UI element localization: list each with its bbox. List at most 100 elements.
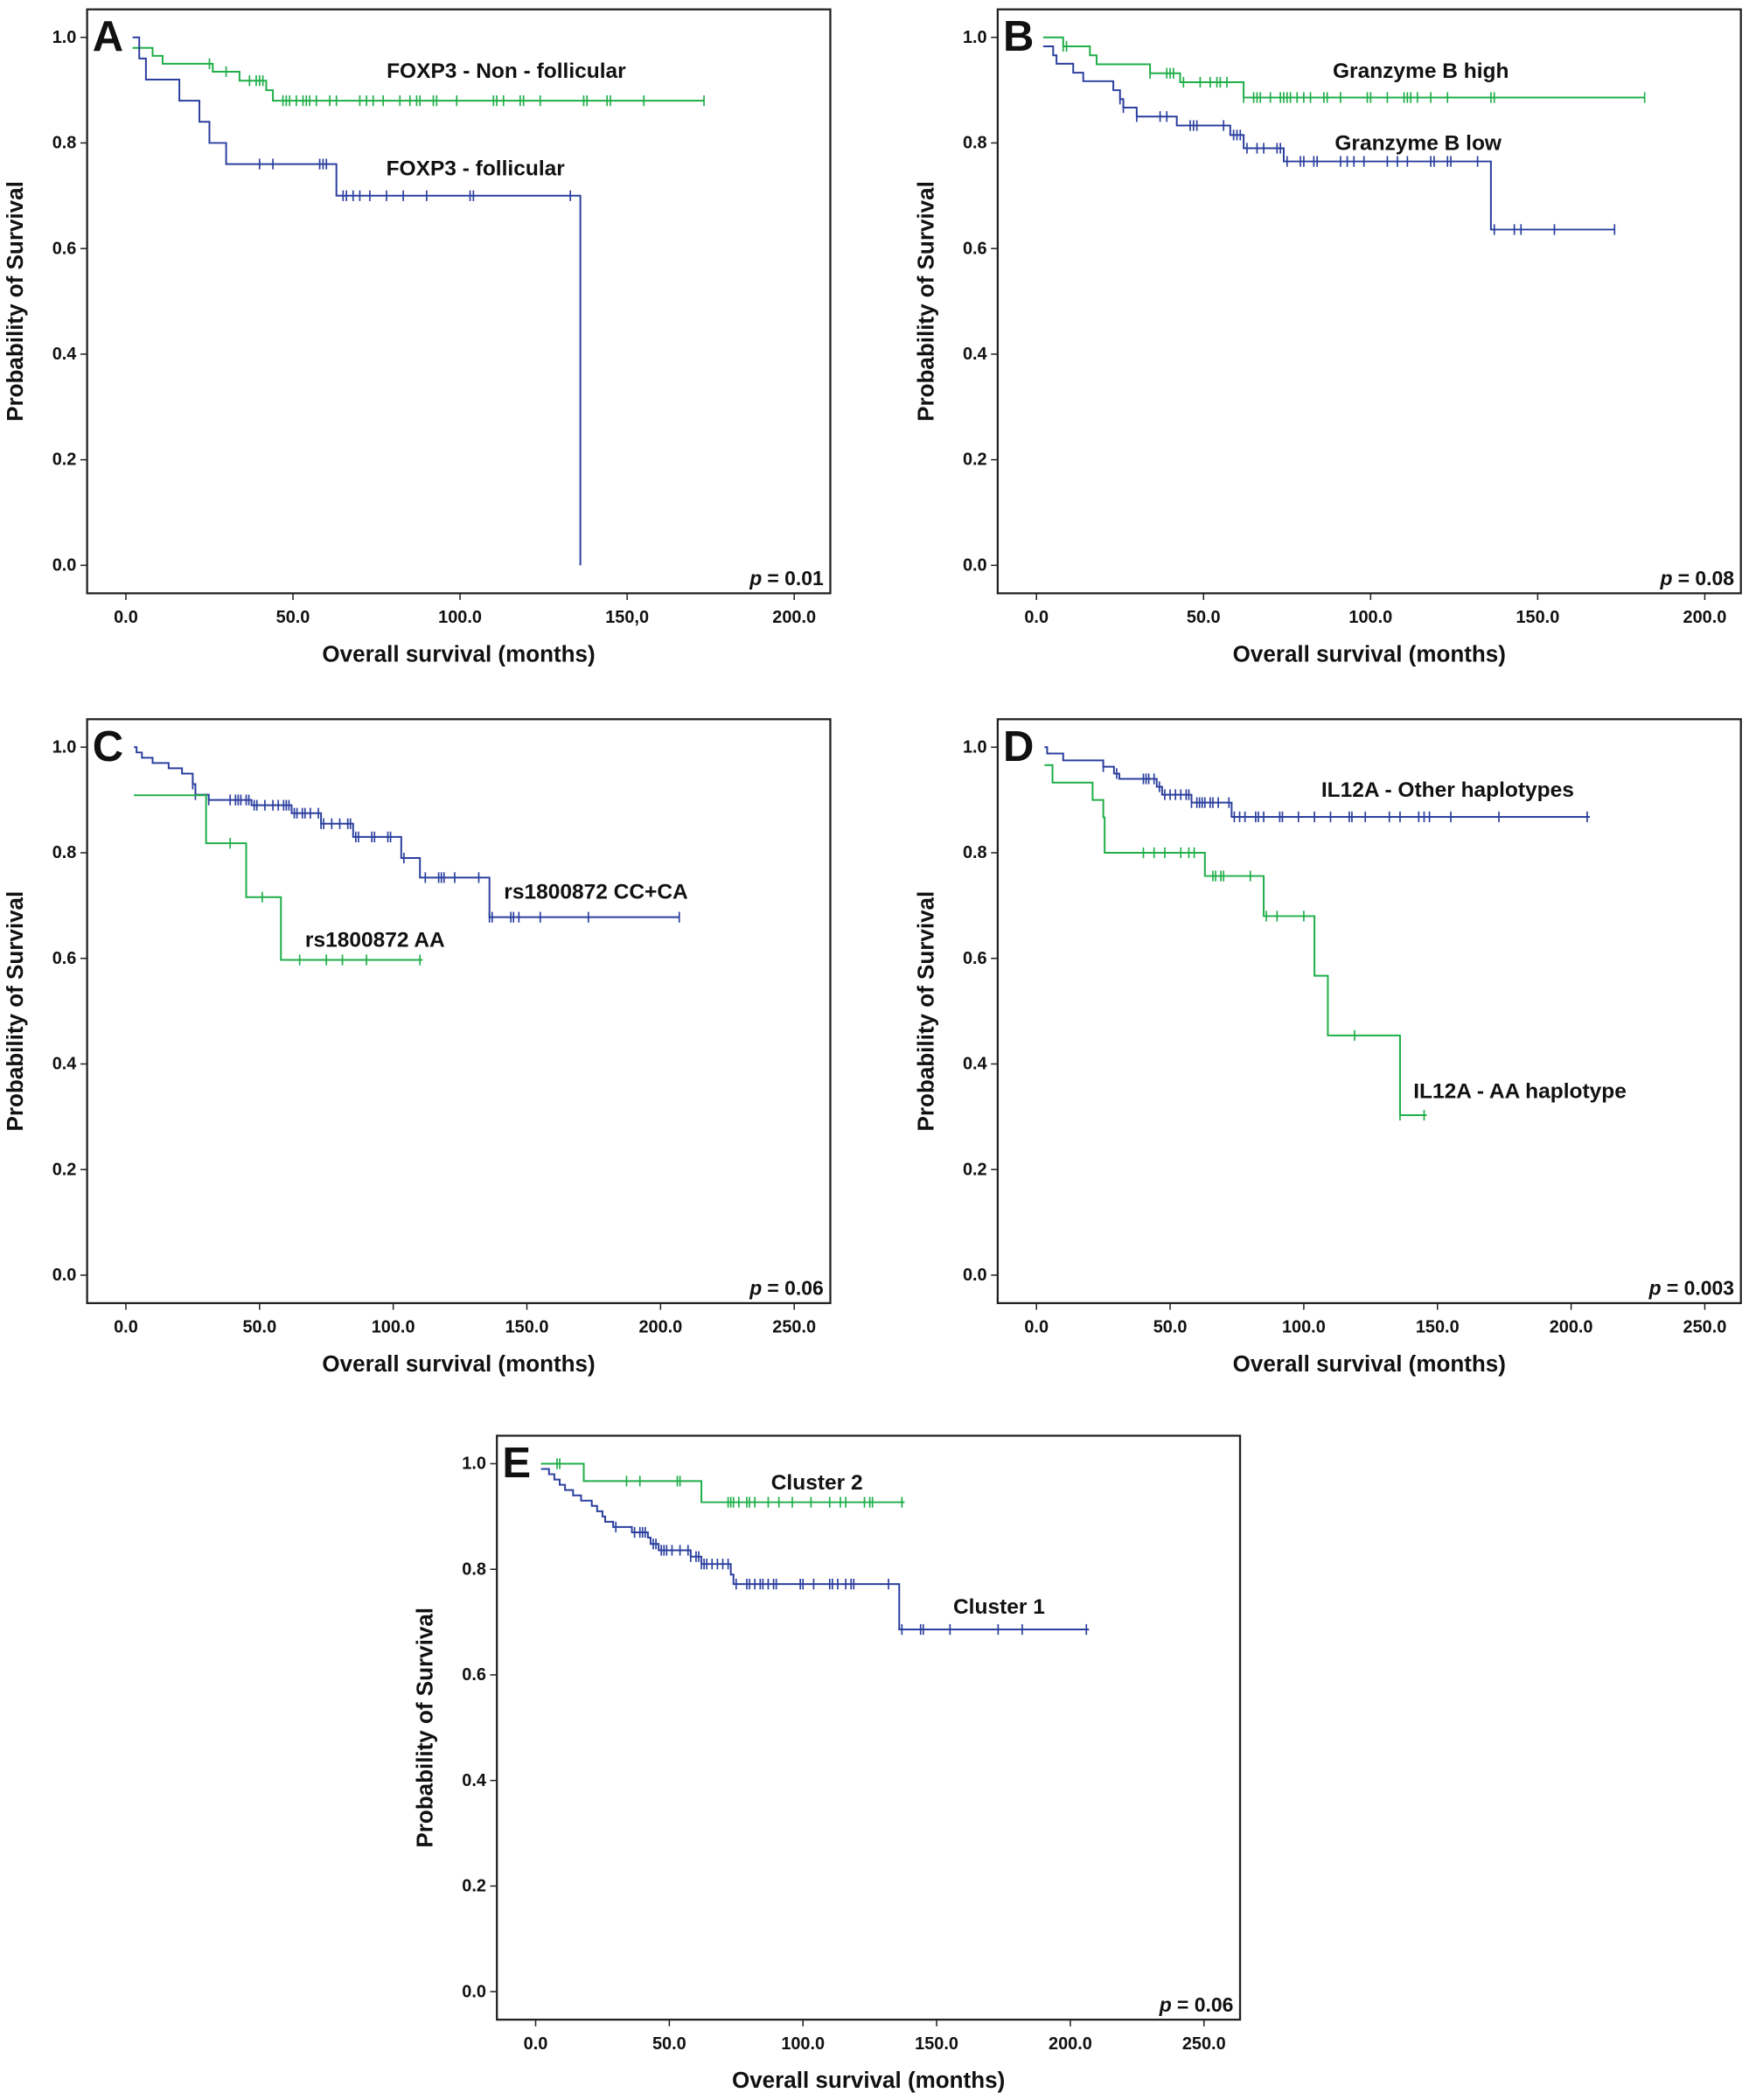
x-tick-label: 0.0 [1024,1318,1049,1337]
plot-frame [996,8,1742,595]
y-tick-label: 0.4 [963,1055,987,1074]
x-tick-label: 100.0 [438,608,482,627]
x-tick-label: 100.0 [372,1318,415,1337]
plot-frame [86,718,832,1305]
panel-C: 0.0 0.2 0.4 0.6 0.8 1.0 0.0 50.0 100.0 150.0 200.0… [2,718,832,1377]
x-tick-label: 150.0 [915,2034,958,2054]
p-value-number: = 0.08 [1678,567,1735,590]
y-tick-label: 0.6 [462,1665,486,1685]
x-tick-label: 0.0 [114,1318,138,1337]
p-value: p = 0.06 [749,1277,824,1300]
y-tick-label: 0.2 [52,1160,77,1179]
y-tick-label: 0.2 [52,450,77,470]
x-tick-label: 100.0 [1348,608,1392,627]
y-tick-label: 0.0 [963,1266,987,1285]
y-tick-label: 0.6 [963,949,987,968]
y-axis-label: Probability of Survival [2,181,28,422]
y-tick-label: 0.2 [963,1160,987,1179]
x-tick-label: 200.0 [1550,1318,1593,1337]
y-tick-label: 0.4 [963,345,987,364]
plot-frame [496,1434,1242,2021]
p-value-number: = 0.06 [767,1277,823,1300]
p-value: p = 0.08 [1659,567,1734,590]
y-tick-label: 0.4 [52,345,77,364]
p-value-number: = 0.06 [1177,1993,1233,2016]
y-tick-label: 0.6 [52,949,77,968]
x-axis-label: Overall survival (months) [322,1350,595,1377]
x-axis-label: Overall survival (months) [1233,640,1506,666]
p-value: p = 0.06 [1159,1993,1234,2016]
series-label: Granzyme B high [1333,59,1509,83]
x-axis-label: Overall survival (months) [1233,1350,1506,1377]
panel-letter: C [93,723,123,771]
y-tick-label: 0.4 [462,1771,486,1790]
series-label: rs1800872 CC+CA [504,880,688,903]
panel-B: 0.0 0.2 0.4 0.6 0.8 1.0 0.0 50.0 100.0 150.0 200.0… [912,8,1742,666]
series-label: IL12A - Other haplotypes [1321,778,1574,802]
panel-letter: A [93,13,123,60]
survival-curve-green [1042,36,1645,99]
x-tick-label: 50.0 [1153,1318,1188,1337]
y-tick-label: 0.8 [52,843,77,862]
y-tick-label: 1.0 [52,28,77,47]
panel-letter: E [502,1440,531,1487]
y-axis-label: Probability of Survival [912,891,938,1132]
x-tick-label: 150.0 [1416,1318,1460,1337]
x-tick-label: 150.0 [505,1318,549,1337]
y-axis-label: Probability of Survival [412,1608,438,1848]
x-tick-label: 0.0 [114,608,138,627]
panel-A: 0.0 0.2 0.4 0.6 0.8 1.0 0.0 50.0 100.0 150,0 200.0… [2,8,832,666]
y-axis-label: Probability of Survival [2,891,28,1132]
y-tick-label: 0.6 [963,239,987,258]
x-tick-label: 200.0 [1049,2034,1092,2054]
p-value-symbol: p [1648,1277,1662,1300]
survival-curve-green [1044,764,1427,1117]
panel-letter: D [1003,723,1034,771]
survival-curve-green [134,794,423,961]
x-tick-label: 100.0 [1282,1318,1326,1337]
x-axis-label: Overall survival (months) [322,640,595,666]
y-tick-label: 1.0 [52,737,77,757]
series-label: FOXP3 - Non - follicular [387,59,626,83]
x-tick-label: 50.0 [276,608,310,627]
p-value-symbol: p [1159,1993,1172,2016]
p-value-symbol: p [749,1277,762,1300]
y-tick-label: 0.0 [462,1982,486,2001]
y-tick-label: 0.2 [462,1877,486,1896]
x-tick-label: 100.0 [781,2034,825,2054]
x-tick-label: 0.0 [1024,608,1049,627]
x-tick-label: 0.0 [524,2034,548,2054]
x-tick-label: 250.0 [772,1318,816,1337]
y-tick-label: 0.0 [52,555,77,575]
y-tick-label: 0.8 [963,134,987,153]
y-tick-label: 0.6 [52,239,77,258]
y-tick-label: 0.8 [52,134,77,153]
y-tick-label: 0.0 [52,1266,77,1285]
x-axis-label: Overall survival (months) [732,2067,1005,2093]
x-tick-label: 200.0 [772,608,816,627]
panel-E: 0.0 0.2 0.4 0.6 0.8 1.0 0.0 50.0 100.0 150.0 200.0… [412,1434,1242,2093]
y-tick-label: 0.4 [52,1055,77,1074]
panel-D: 0.0 0.2 0.4 0.6 0.8 1.0 0.0 50.0 100.0 150.0 200.0… [912,718,1742,1377]
y-tick-label: 1.0 [963,737,987,757]
y-tick-label: 0.8 [963,843,987,862]
x-tick-label: 150,0 [605,608,649,627]
y-tick-label: 0.2 [963,450,987,470]
y-tick-label: 1.0 [963,28,987,47]
series-label: Granzyme B low [1334,132,1502,156]
plot-frame [996,718,1742,1305]
y-axis-label: Probability of Survival [912,181,938,422]
series-label: Cluster 2 [771,1471,863,1495]
x-tick-label: 200.0 [1683,608,1727,627]
x-tick-label: 50.0 [652,2034,686,2054]
series-label: IL12A - AA haplotype [1413,1080,1627,1104]
survival-curve-blue [1042,45,1615,231]
y-tick-label: 0.8 [462,1559,486,1579]
y-tick-label: 1.0 [462,1455,486,1474]
x-tick-label: 250.0 [1182,2034,1226,2054]
p-value-symbol: p [1659,567,1672,590]
p-value-symbol: p [749,567,762,590]
panel-letter: B [1003,13,1034,60]
x-tick-label: 200.0 [638,1318,682,1337]
